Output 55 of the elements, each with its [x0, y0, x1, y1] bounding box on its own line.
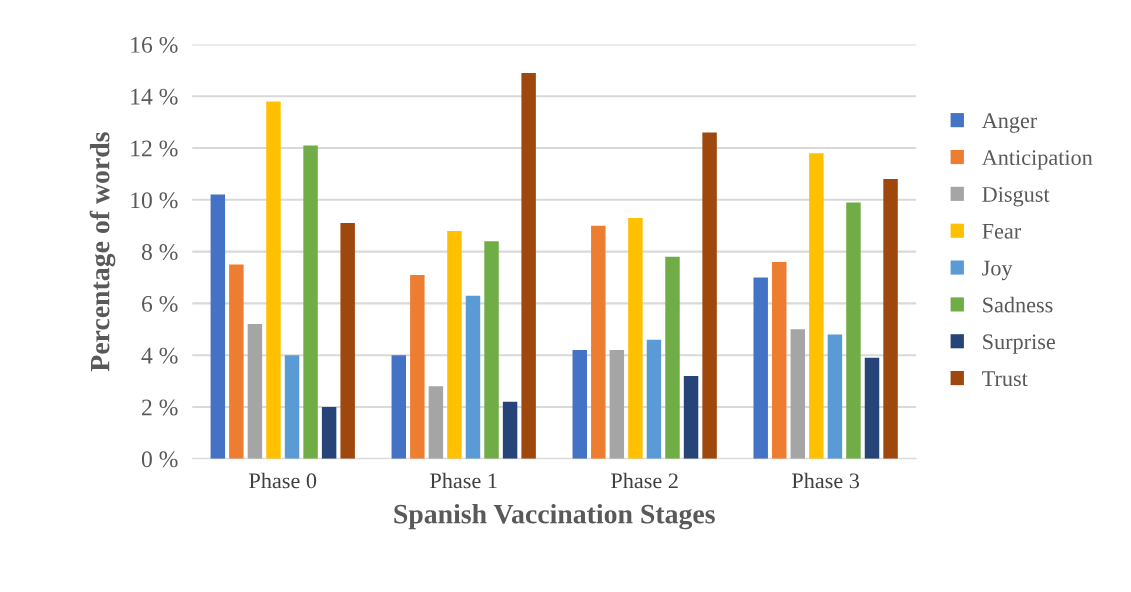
- x-tick-label: Phase 3: [792, 472, 860, 489]
- bar: [790, 329, 806, 459]
- y-tick-label: 12 %: [131, 140, 178, 157]
- bar: [447, 230, 462, 459]
- bar: [229, 264, 244, 459]
- bar: [247, 324, 263, 459]
- bar: [465, 295, 481, 459]
- legend-label: Sadness: [983, 296, 1053, 313]
- bar: [809, 153, 824, 459]
- x-tick-label: Phase 1: [430, 472, 497, 489]
- bar: [340, 223, 355, 459]
- y-tick-label: 14 %: [131, 88, 178, 105]
- x-axis-title: Spanish Vaccination Stages: [394, 503, 715, 530]
- legend-label: Surprise: [983, 334, 1055, 354]
- bar: [864, 357, 880, 459]
- bar: [609, 350, 625, 459]
- bar: [428, 386, 444, 459]
- legend-label: Anger: [981, 113, 1038, 133]
- legend-label: Fear: [982, 224, 1021, 239]
- bar: [753, 277, 768, 459]
- bar: [683, 375, 699, 459]
- x-tick-label: Phase 0: [249, 472, 317, 489]
- y-tick-label: 8 %: [141, 244, 178, 261]
- bar: [266, 101, 281, 459]
- y-tick-label: 2 %: [142, 399, 178, 416]
- y-tick-label: 10 %: [131, 192, 178, 209]
- bar: [772, 261, 787, 459]
- bar: [665, 256, 680, 459]
- bar: [321, 407, 337, 459]
- bar: [572, 350, 587, 459]
- bar: [521, 72, 536, 459]
- y-axis-title: Percentage of words: [89, 132, 116, 372]
- bar: [484, 241, 499, 459]
- y-tick-label: 0 %: [141, 451, 178, 468]
- bar: [702, 132, 717, 459]
- bar: [284, 355, 300, 459]
- bar: [646, 339, 662, 459]
- y-tick-label: 16 %: [131, 36, 178, 53]
- bar: [410, 274, 425, 459]
- y-tick-label: 6 %: [142, 295, 178, 312]
- bar: [502, 401, 518, 459]
- bar: [628, 217, 643, 459]
- bar: [846, 202, 861, 459]
- x-tick-label: Phase 2: [611, 472, 678, 489]
- legend-label: Joy: [982, 260, 1013, 281]
- bar: [591, 225, 606, 459]
- bar: [303, 145, 318, 459]
- bar: [883, 179, 898, 459]
- legend-label: Trust: [982, 371, 1028, 387]
- bar: [391, 355, 407, 459]
- bar: [210, 194, 226, 459]
- y-tick-label: 4 %: [141, 347, 178, 364]
- legend-label: Anticipation: [981, 150, 1093, 170]
- legend-label: Disgust: [982, 186, 1050, 207]
- bar: [827, 334, 843, 459]
